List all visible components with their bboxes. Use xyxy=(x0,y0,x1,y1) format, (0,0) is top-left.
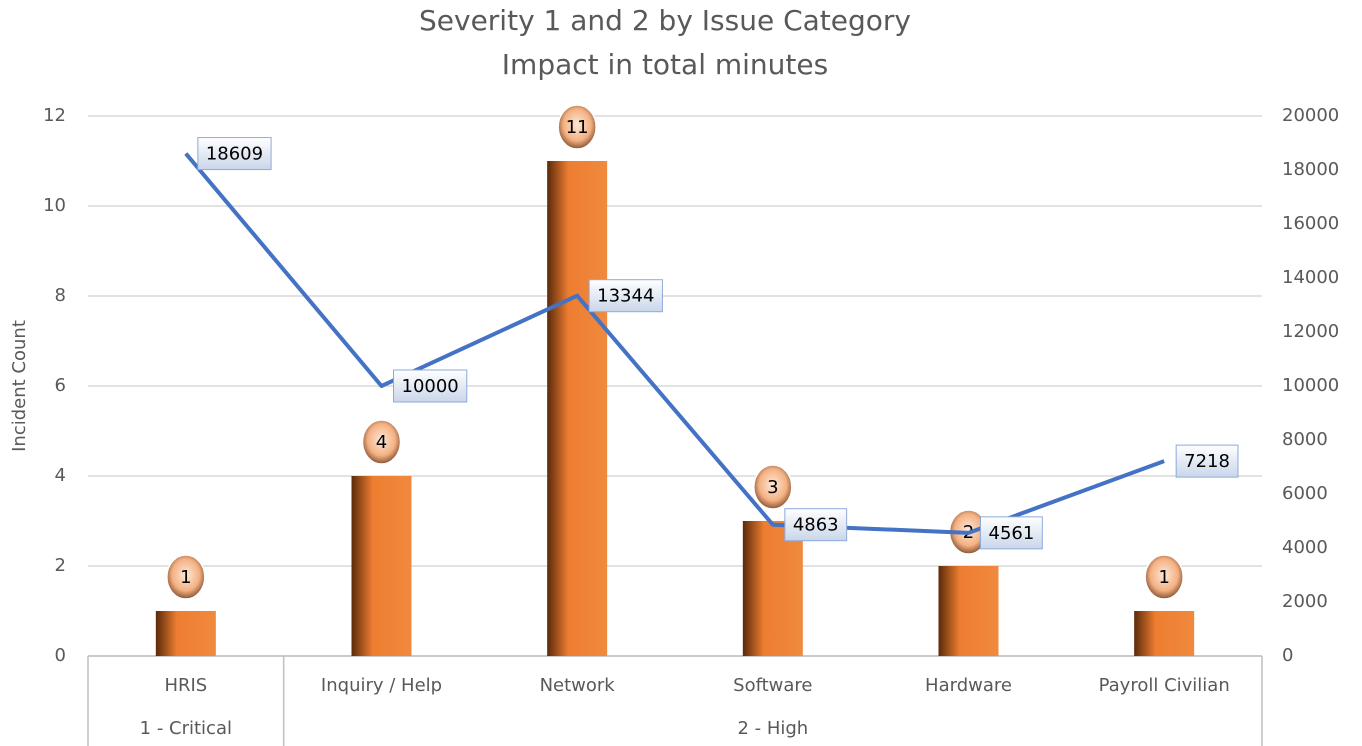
bar xyxy=(1134,611,1195,656)
data-label-bubble xyxy=(557,104,597,150)
bar xyxy=(547,161,608,656)
bar xyxy=(155,611,216,656)
x-tick-label: Payroll Civilian xyxy=(1099,675,1230,696)
y2-tick-label: 6000 xyxy=(1282,483,1328,504)
y-tick-label: 2 xyxy=(55,555,66,576)
data-label: 11 xyxy=(566,117,589,138)
chart-subtitle: Impact in total minutes xyxy=(502,48,828,81)
y2-tick-label: 10000 xyxy=(1282,375,1339,396)
data-label: 4863 xyxy=(793,515,839,536)
data-label: 1 xyxy=(1158,567,1169,588)
chart-title: Severity 1 and 2 by Issue Category xyxy=(419,4,911,37)
data-label-box xyxy=(1175,444,1239,478)
data-label-box xyxy=(784,508,848,542)
data-label: 1 xyxy=(180,567,191,588)
y2-tick-label: 4000 xyxy=(1282,537,1328,558)
data-label: 10000 xyxy=(402,376,459,397)
bar xyxy=(938,566,999,656)
y-tick-label: 8 xyxy=(55,285,66,306)
y-tick-label: 12 xyxy=(43,105,66,126)
y-tick-label: 6 xyxy=(55,375,66,396)
y2-tick-label: 12000 xyxy=(1282,321,1339,342)
group-label: 1 - Critical xyxy=(140,718,232,739)
bar xyxy=(742,521,803,656)
x-tick-label: HRIS xyxy=(164,675,207,696)
y2-tick-label: 0 xyxy=(1282,645,1293,666)
y2-tick-label: 2000 xyxy=(1282,591,1328,612)
x-tick-label: Network xyxy=(540,675,616,696)
data-label: 13344 xyxy=(597,286,654,307)
x-tick-label: Software xyxy=(733,675,812,696)
y-tick-label: 10 xyxy=(43,195,66,216)
y2-tick-label: 20000 xyxy=(1282,105,1339,126)
data-label: 4 xyxy=(376,432,387,453)
data-label-bubble xyxy=(753,464,793,510)
data-label-box xyxy=(588,279,663,313)
x-tick-label: Inquiry / Help xyxy=(321,675,442,696)
y2-tick-label: 8000 xyxy=(1282,429,1328,450)
data-label: 18609 xyxy=(206,144,263,165)
y2-tick-label: 16000 xyxy=(1282,213,1339,234)
data-label-bubble xyxy=(166,554,206,600)
y2-tick-label: 18000 xyxy=(1282,159,1339,180)
y-tick-label: 0 xyxy=(55,645,66,666)
x-tick-label: Hardware xyxy=(925,675,1012,696)
data-label-bubble xyxy=(361,419,402,465)
data-label-box xyxy=(393,369,468,403)
y2-tick-label: 14000 xyxy=(1282,267,1339,288)
data-label-box xyxy=(980,516,1043,550)
data-label: 4561 xyxy=(989,523,1035,544)
group-label: 2 - High xyxy=(737,718,808,739)
data-label-box xyxy=(197,137,272,171)
data-label: 3 xyxy=(767,477,778,498)
y-axis-title: Incident Count xyxy=(9,320,30,452)
data-label: 7218 xyxy=(1184,451,1230,472)
bar xyxy=(351,476,412,656)
y-tick-label: 4 xyxy=(55,465,66,486)
data-label-bubble xyxy=(1144,554,1184,600)
